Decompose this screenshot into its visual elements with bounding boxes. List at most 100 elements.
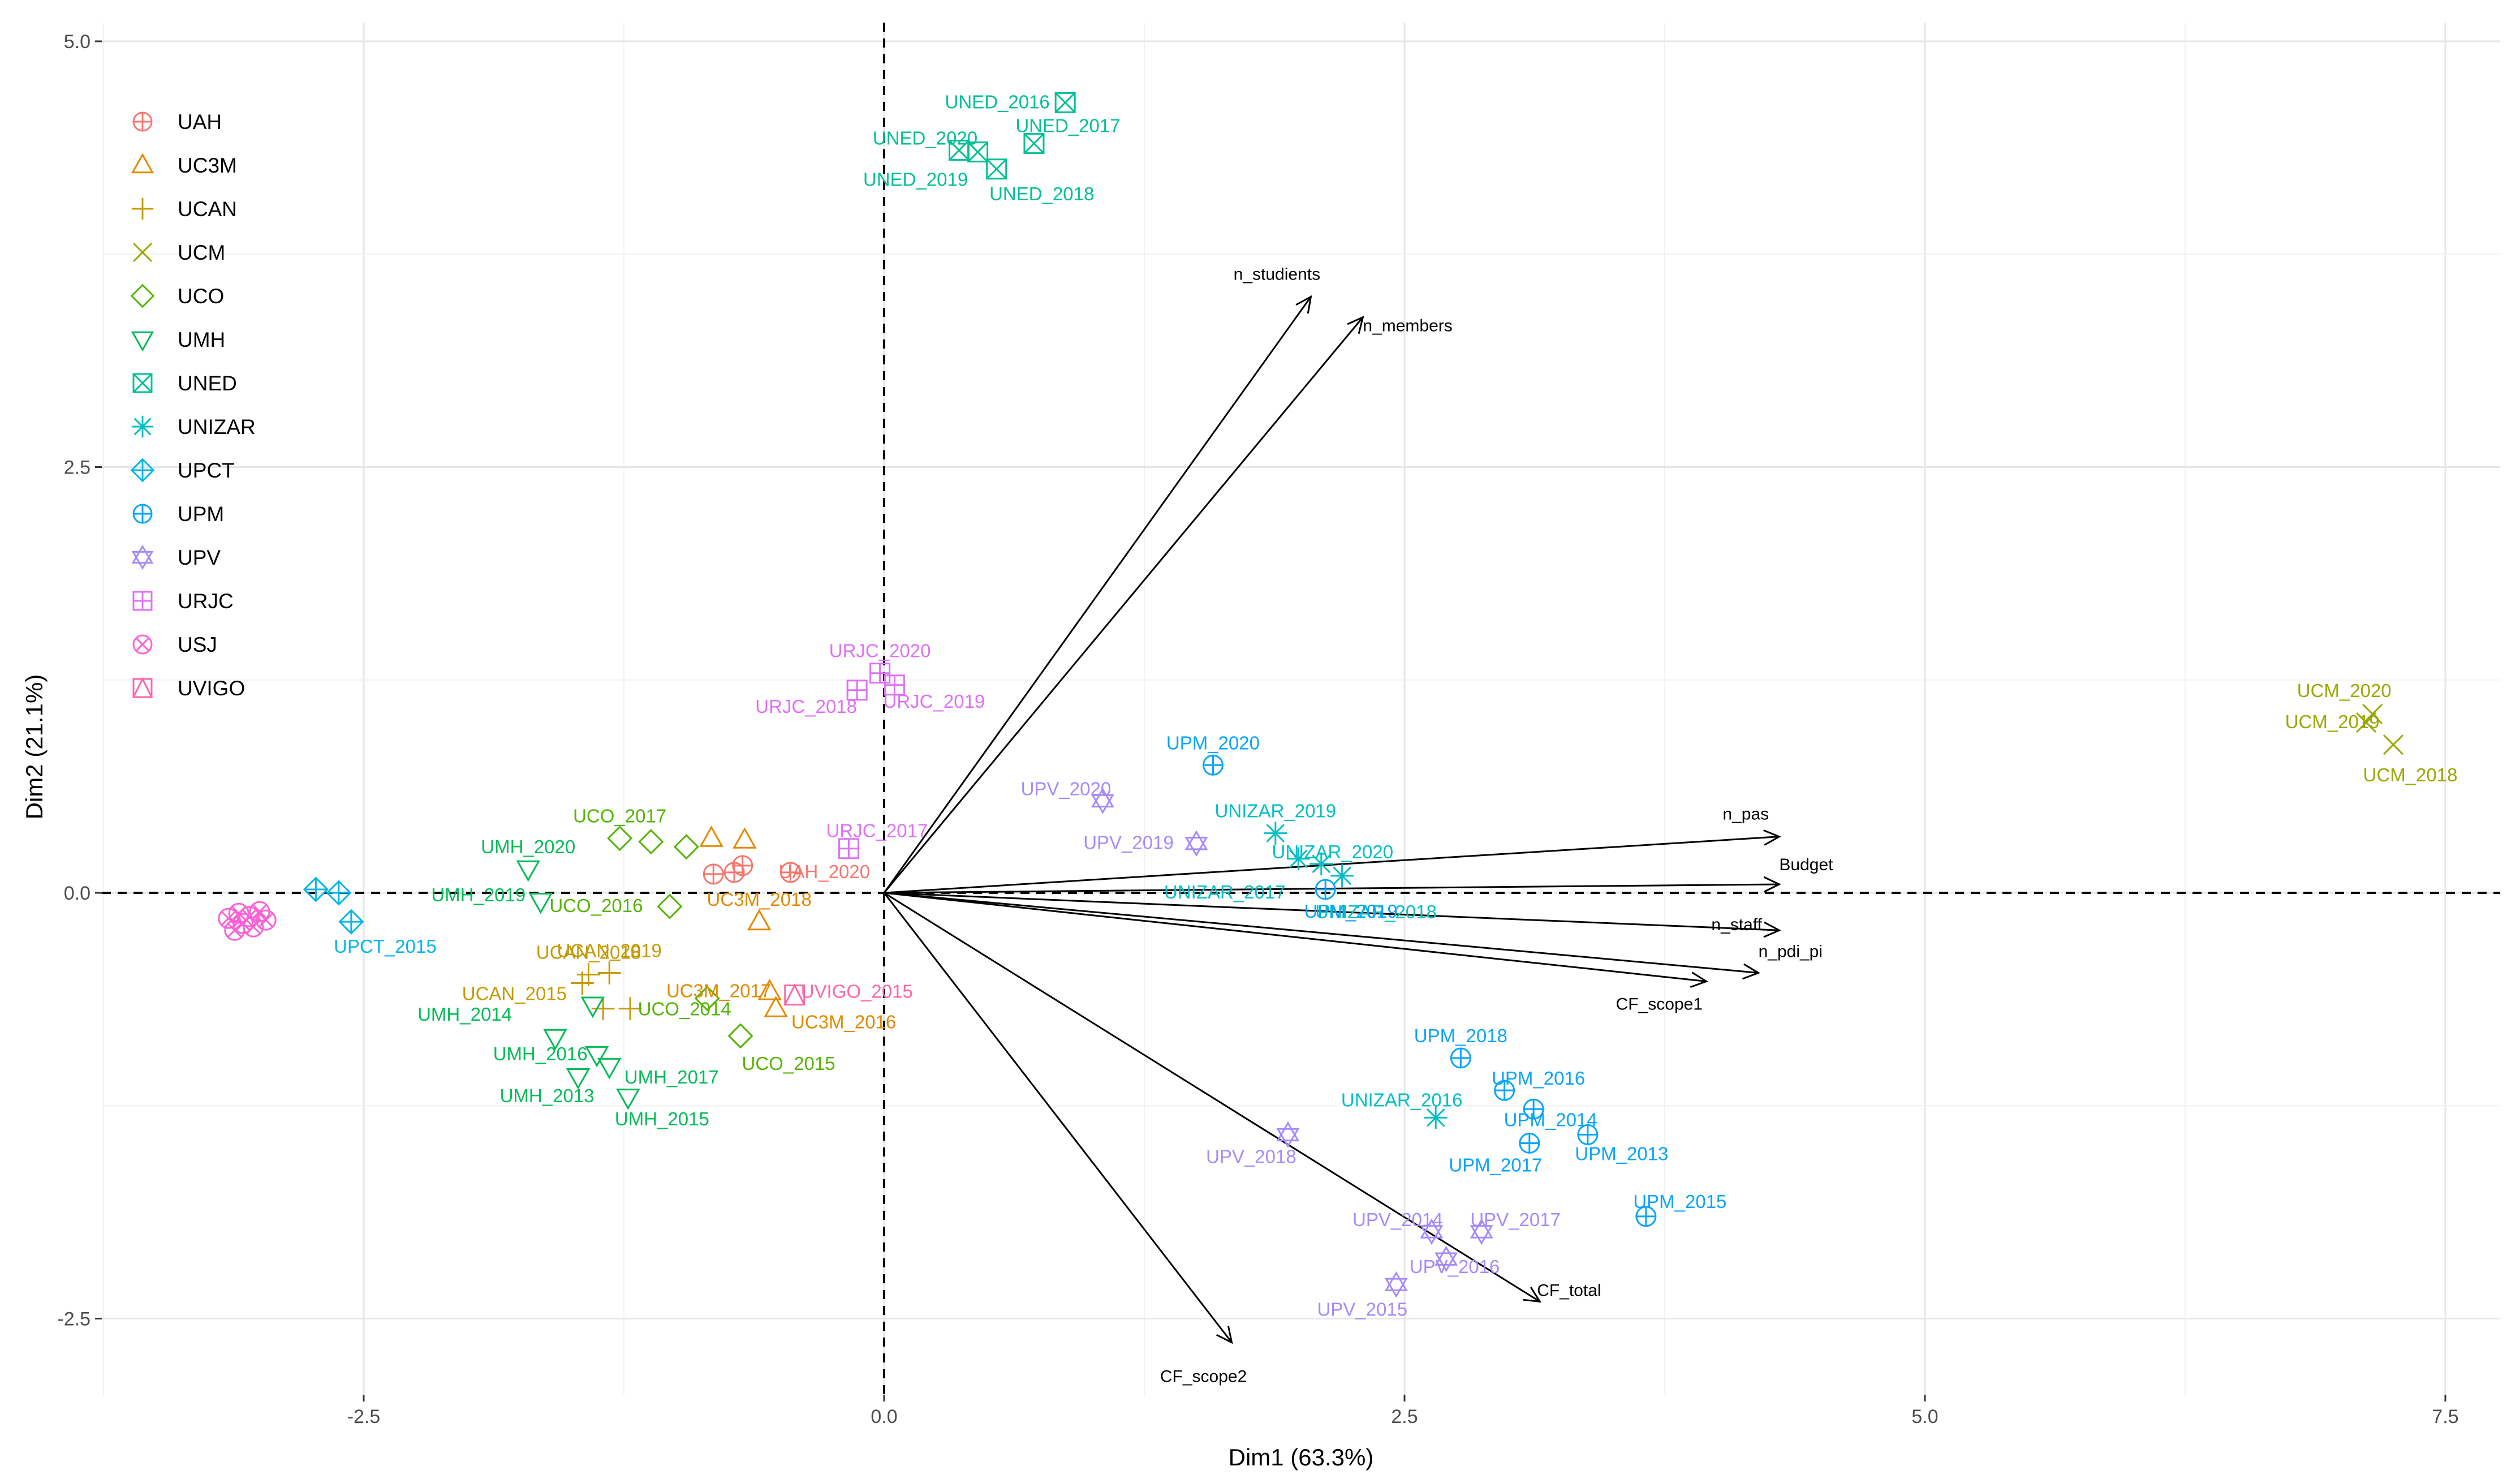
point-label: UPCT_2015 xyxy=(334,936,437,957)
point-urjc xyxy=(846,680,868,701)
point-label: UMH_2016 xyxy=(493,1043,588,1064)
point-umh xyxy=(597,1057,622,1080)
y-tick-label: -2.5 xyxy=(57,1309,91,1330)
legend-label: UPV xyxy=(178,546,221,569)
point-urjc xyxy=(884,674,905,696)
point-label: UPM_2018 xyxy=(1414,1025,1507,1046)
legend-label: UCO xyxy=(178,285,224,308)
point-upm xyxy=(1494,1080,1515,1101)
legend-item-uned: UNED xyxy=(132,372,237,395)
point-label: UC3M_2016 xyxy=(791,1012,896,1033)
point-upm xyxy=(1450,1047,1471,1069)
point-label: UMH_2013 xyxy=(500,1085,595,1106)
point-label: UPM_2019 xyxy=(1304,901,1398,922)
point-label: UAH_2020 xyxy=(779,861,870,882)
point-label: UCO_2015 xyxy=(742,1053,835,1074)
legend-label: UAH xyxy=(178,110,222,134)
vector-n_studients xyxy=(883,296,1312,893)
y-axis-title: Dim2 (21.1%) xyxy=(21,674,48,820)
vector-CF_scope1 xyxy=(884,892,1707,983)
vector-arrowhead xyxy=(1763,829,1781,846)
axes-layer: -2.5 0.0 2.5 5.0 7.5 -2.5 0.0 2.5 5.0 xyxy=(57,23,2500,1428)
legend-label: UC3M xyxy=(178,154,237,177)
y-tick-label: 2.5 xyxy=(64,457,91,479)
point-labels: UAH_2020 UC3M_2018 UC3M_2017 UC3M_2016 UCAN_… xyxy=(334,91,2457,1319)
point-uah xyxy=(732,855,753,876)
point-ucm xyxy=(2362,703,2383,725)
vector-n_pas xyxy=(884,836,1780,894)
point-label: UMH_2019 xyxy=(431,884,525,905)
point-uah xyxy=(779,862,801,883)
point-usj xyxy=(255,909,277,931)
legend-label: UCM xyxy=(178,241,225,264)
point-uned xyxy=(967,141,989,163)
legend-key-icon xyxy=(132,242,153,263)
legend-label: UNIZAR xyxy=(178,415,256,438)
vector-label: n_pas xyxy=(1722,805,1769,824)
point-ucan xyxy=(597,961,621,984)
point-uco xyxy=(657,893,683,919)
legend-item-unizar: UNIZAR xyxy=(131,415,256,438)
legend-item-upv: UPV xyxy=(131,544,221,570)
vector-arrowhead xyxy=(1347,315,1364,334)
vector-arrowhead xyxy=(1763,876,1781,893)
point-label: UCAN_2018 xyxy=(536,941,641,962)
point-upct xyxy=(303,876,329,902)
point-upm xyxy=(1519,1132,1540,1154)
point-upct xyxy=(326,880,352,906)
point-umh xyxy=(616,1089,640,1110)
point-label: UPM_2013 xyxy=(1575,1143,1668,1164)
point-label: UCO_2017 xyxy=(573,806,666,827)
legend-item-urjc: URJC xyxy=(132,590,234,613)
point-label: UCAN_2019 xyxy=(557,940,662,961)
point-upm xyxy=(1202,754,1224,776)
legend-label: UPM xyxy=(178,502,224,526)
point-label: UCM_2019 xyxy=(2285,711,2380,732)
legend-item-uco: UCO xyxy=(130,283,224,308)
legend-key-icon xyxy=(131,153,154,174)
point-label: UCO_2016 xyxy=(549,895,643,916)
point-label: UC3M_2018 xyxy=(707,889,812,910)
vector-arrowhead xyxy=(1763,921,1781,938)
point-ucm xyxy=(2356,712,2377,733)
point-label: UPV_2017 xyxy=(1470,1209,1561,1230)
point-label: UNIZAR_2016 xyxy=(1341,1089,1463,1110)
loading-vectors: n_studients n_members n_pas Budget n_staff n_… xyxy=(883,265,1833,1386)
x-axis-title: Dim1 (63.3%) xyxy=(1229,1444,1374,1471)
point-uned xyxy=(1023,133,1045,154)
legend-label: UPCT xyxy=(178,459,235,482)
x-tick-label: 2.5 xyxy=(1391,1406,1418,1428)
point-label: UPV_2014 xyxy=(1352,1209,1443,1230)
vector-label: n_studients xyxy=(1234,265,1320,284)
x-tick-label: 5.0 xyxy=(1911,1406,1938,1428)
legend-label: UVIGO xyxy=(178,677,245,700)
y-tick-label: 5.0 xyxy=(64,31,91,53)
legend-item-upct: UPCT xyxy=(130,458,235,483)
point-upv xyxy=(1276,1121,1300,1148)
point-uco xyxy=(673,834,699,860)
legend-item-upm: UPM xyxy=(132,502,224,526)
point-label: UPV_2020 xyxy=(1021,778,1112,799)
legend-key-icon xyxy=(132,591,153,611)
vector-Budget xyxy=(884,883,1780,894)
point-uc3m xyxy=(764,996,788,1017)
vector-CF_total xyxy=(884,892,1540,1302)
point-urjc xyxy=(869,663,891,684)
vector-label: n_pdi_pi xyxy=(1759,942,1823,961)
point-upv xyxy=(1184,830,1208,857)
legend-label: URJC xyxy=(178,590,234,613)
point-label: UNIZAR_2020 xyxy=(1272,841,1393,862)
point-umh xyxy=(528,892,553,914)
x-tick-label: -2.5 xyxy=(347,1406,381,1428)
point-usj xyxy=(249,901,270,922)
y-tick-label: 0.0 xyxy=(64,883,91,904)
vector-arrowhead xyxy=(1295,295,1312,314)
data-points xyxy=(218,92,2404,1298)
point-ucan xyxy=(618,997,642,1021)
legend-key-icon xyxy=(132,373,153,393)
legend-item-ucan: UCAN xyxy=(131,197,237,221)
vector-arrowhead xyxy=(1742,963,1761,980)
point-uc3m xyxy=(733,827,757,849)
point-label: UNED_2017 xyxy=(1015,115,1120,136)
legend-label: UMH xyxy=(178,328,225,351)
